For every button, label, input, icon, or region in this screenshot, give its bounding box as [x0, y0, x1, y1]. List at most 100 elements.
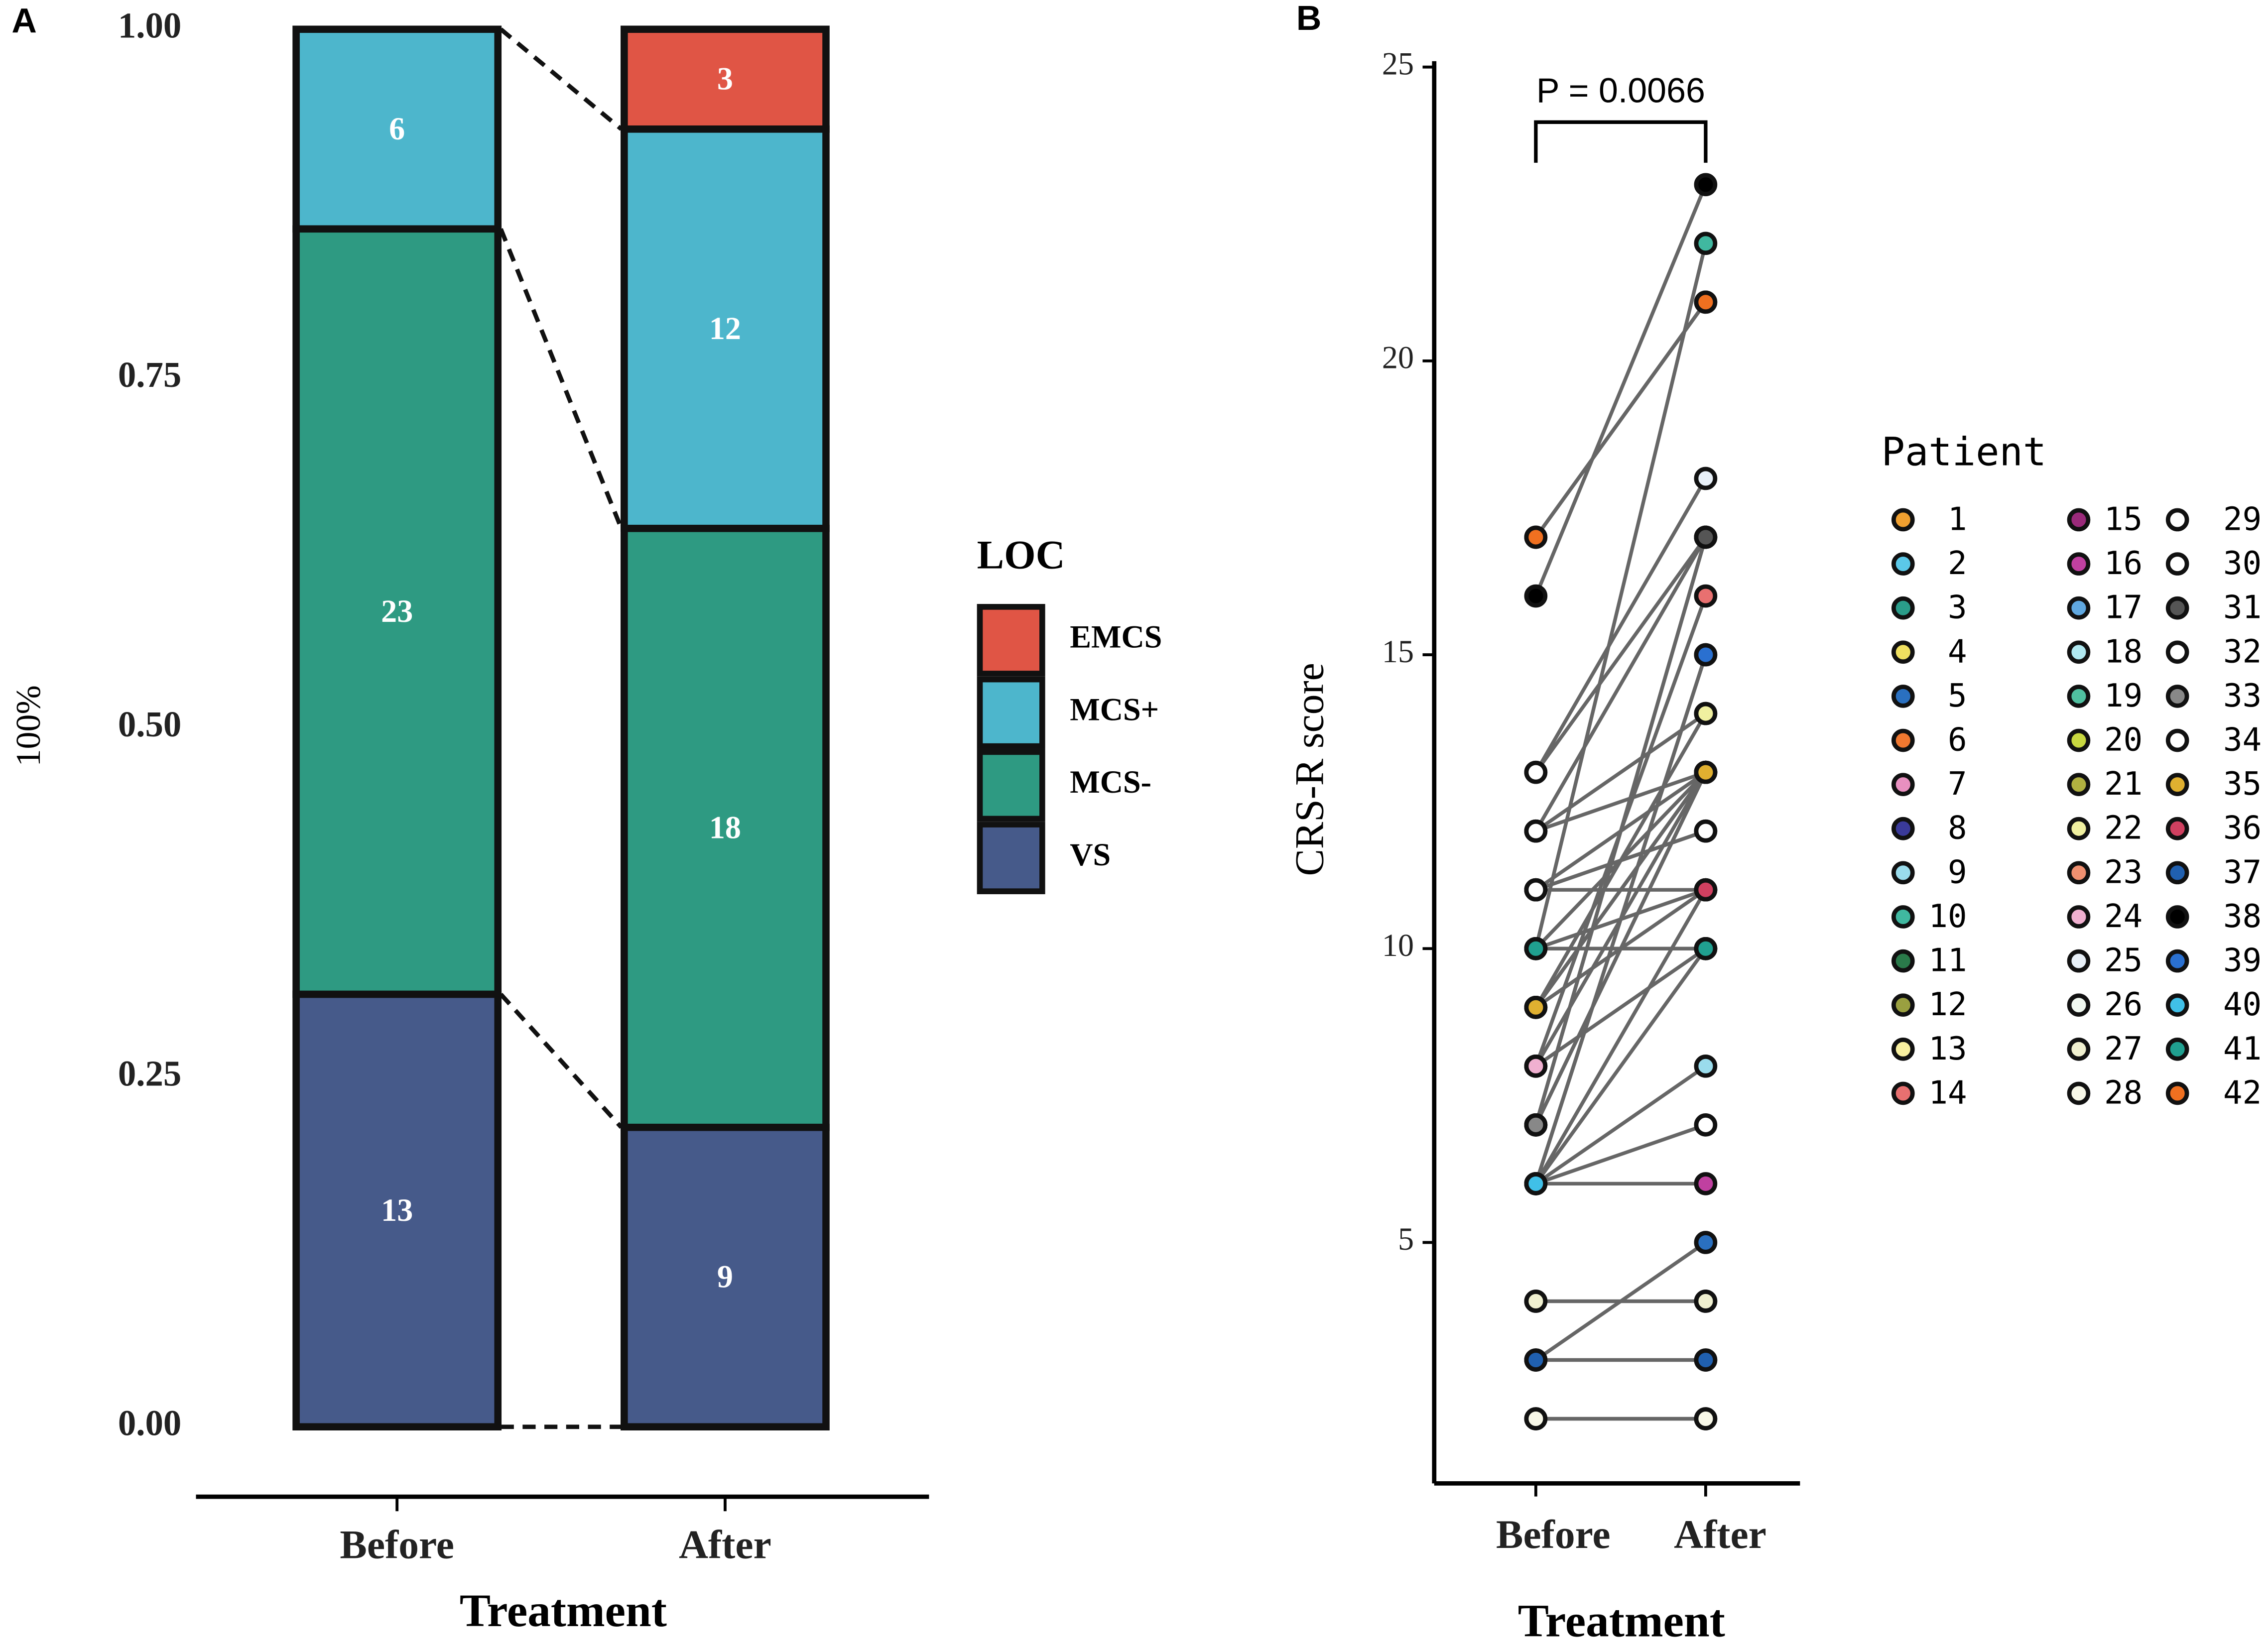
legend-marker: [2165, 861, 2189, 885]
legend-marker: [1891, 905, 1915, 929]
point: [1524, 937, 1548, 960]
legend-label: 22: [2104, 810, 2142, 847]
legend-label: 26: [2104, 986, 2142, 1023]
legend-marker: [1891, 596, 1915, 620]
point: [1694, 525, 1718, 549]
pair-line: [1534, 771, 1707, 1009]
legend-label: 25: [2104, 942, 2142, 979]
point: [1694, 1348, 1718, 1372]
legend-label: 12: [1928, 986, 1967, 1023]
point: [1694, 878, 1718, 902]
legend-marker: [2067, 552, 2091, 576]
legend-marker: [2165, 905, 2189, 929]
point: [1524, 1290, 1548, 1313]
legend-label: 17: [2104, 589, 2142, 626]
legend-label: 13: [1928, 1030, 1967, 1067]
point: [1524, 995, 1548, 1019]
legend-marker: [1891, 949, 1915, 973]
legend-label: 18: [2104, 633, 2142, 670]
bar-segment: [621, 1123, 830, 1431]
legend-marker: [2165, 728, 2189, 752]
legend-label: 16: [2104, 545, 2142, 582]
pair-line: [1534, 536, 1708, 1126]
legend-label: 14: [1928, 1074, 1967, 1111]
legend-marker: [2165, 949, 2189, 973]
pair-line: [1534, 184, 1708, 597]
legend-marker: [2165, 685, 2189, 708]
legend-marker: [1891, 817, 1915, 840]
pair-line: [1534, 301, 1707, 539]
legend-title: Patient: [1882, 429, 2047, 474]
legend-marker: [2067, 508, 2091, 532]
y-tick-label: 20: [1382, 340, 1414, 375]
legend-title: LOC: [977, 532, 1065, 577]
legend-marker: [2165, 640, 2189, 664]
point: [1694, 819, 1718, 843]
legend-label: 15: [2104, 500, 2142, 538]
legend-marker: [2067, 817, 2091, 840]
y-tick-label: 0.25: [118, 1054, 182, 1094]
y-tick-label: 0.50: [118, 704, 182, 744]
bar-segment: [621, 524, 830, 1131]
x-tick-label: After: [1674, 1512, 1766, 1557]
pair-line: [1534, 1064, 1707, 1185]
legend-label: 28: [2104, 1074, 2142, 1111]
legend-marker: [1891, 728, 1915, 752]
point: [1524, 1113, 1548, 1137]
legend-marker: [1891, 773, 1915, 796]
legend-label: 31: [2223, 589, 2262, 626]
pair-line: [1534, 242, 1708, 949]
legend-label: 3: [1948, 589, 1967, 626]
legend-swatch: [977, 676, 1045, 749]
legend-marker: [2165, 817, 2189, 840]
legend-label: 9: [1948, 853, 1967, 891]
legend-label: 34: [2223, 721, 2262, 759]
legend-label: 2: [1948, 545, 1967, 582]
legend-label: 32: [2223, 633, 2262, 670]
legend-marker: [2067, 728, 2091, 752]
point: [1694, 173, 1718, 197]
y-axis-label: CRS-R score: [1287, 663, 1332, 876]
data-label: 6: [389, 111, 405, 146]
legend-label: 10: [1928, 898, 1967, 935]
legend-marker: [2165, 993, 2189, 1017]
data-label: 18: [709, 810, 741, 845]
point: [1694, 1290, 1718, 1313]
legend-label: EMCS: [1070, 619, 1162, 655]
pair-line: [1535, 770, 1707, 833]
y-tick-label: 15: [1382, 634, 1414, 669]
legend-marker: [1891, 1081, 1915, 1105]
legend-label: 19: [2104, 677, 2142, 714]
point: [1694, 1231, 1718, 1254]
legend-marker: [1891, 508, 1915, 532]
legend-marker: [1891, 640, 1915, 664]
legend-marker: [2165, 596, 2189, 620]
legend-label: 6: [1948, 721, 1967, 759]
legend-label: 20: [2104, 721, 2142, 759]
point: [1694, 1407, 1718, 1430]
data-label: 9: [717, 1259, 733, 1295]
legend-label: 1: [1948, 500, 1967, 538]
legend-label: 29: [2223, 500, 2262, 538]
bracket: [1534, 120, 1708, 163]
legend-marker: [2067, 905, 2091, 929]
legend-swatch: [977, 604, 1045, 677]
point: [1524, 1172, 1548, 1195]
point: [1694, 467, 1718, 490]
legend-marker: [2165, 508, 2189, 532]
pair-line: [1534, 947, 1707, 1068]
y-tick-label: 0.75: [118, 354, 182, 395]
pair-line: [1534, 712, 1707, 833]
annotation: P = 0.0066: [1536, 71, 1705, 110]
legend-label: 27: [2104, 1030, 2142, 1067]
point: [1694, 1172, 1718, 1195]
legend-label: 33: [2223, 677, 2262, 714]
x-tick-label: After: [679, 1522, 771, 1567]
legend-swatch: [977, 822, 1045, 894]
legend-marker: [2067, 949, 2091, 973]
legend-label: 5: [1948, 677, 1967, 714]
legend-label: 35: [2223, 765, 2262, 803]
point: [1524, 1407, 1548, 1430]
data-label: 3: [717, 61, 733, 97]
point: [1694, 702, 1718, 725]
